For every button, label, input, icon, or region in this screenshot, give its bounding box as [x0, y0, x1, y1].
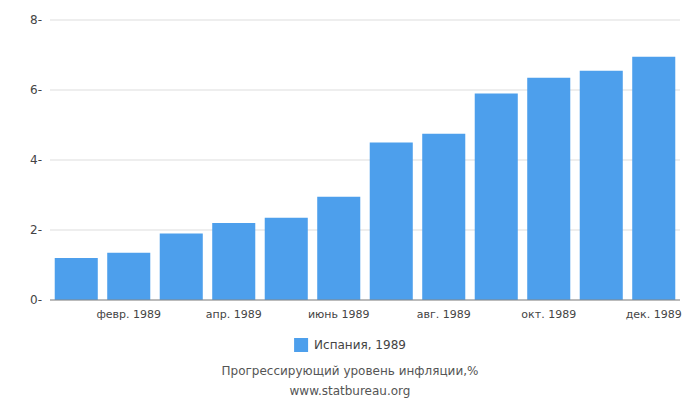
x-tick-label: дек. 1989	[626, 308, 682, 321]
subtitle: Прогрессирующий уровень инфляции,%	[222, 364, 479, 378]
x-tick-label: февр. 1989	[96, 308, 161, 321]
annotation: www.statbureau.org	[290, 384, 411, 398]
x-axis-line	[50, 300, 680, 301]
bar	[527, 78, 570, 300]
grid-line	[50, 300, 680, 301]
bars	[55, 57, 676, 300]
y-tick-label: 0-	[30, 293, 42, 307]
bar	[475, 94, 518, 301]
chart-container: 0- 2- 4- 6- 8- февр. 1989 апр. 1989 июнь 1989 ав…	[0, 0, 700, 400]
bar	[580, 71, 623, 300]
y-tick-label: 6-	[30, 83, 42, 97]
bar	[107, 253, 150, 300]
bar	[55, 258, 98, 300]
x-tick-label: окт. 1989	[521, 308, 576, 321]
y-tick-label: 2-	[30, 223, 42, 237]
bar	[265, 218, 308, 300]
legend: Испания, 1989	[294, 338, 406, 353]
bar	[160, 234, 203, 301]
chart-svg: 0- 2- 4- 6- 8- февр. 1989 апр. 1989 июнь 1989 ав…	[0, 0, 700, 400]
bar	[632, 57, 675, 300]
bar	[212, 223, 255, 300]
legend-label: Испания, 1989	[314, 338, 406, 352]
x-tick-label: апр. 1989	[206, 308, 262, 321]
grid-line	[50, 20, 680, 21]
y-tick-label: 8-	[30, 13, 42, 27]
x-tick-label: авг. 1989	[417, 308, 471, 321]
bar	[317, 197, 360, 300]
bar	[370, 143, 413, 301]
y-tick-label: 4-	[30, 153, 42, 167]
bar	[422, 134, 465, 300]
x-tick-label: июнь 1989	[308, 308, 370, 321]
grid	[50, 20, 680, 300]
legend-swatch	[294, 338, 308, 352]
